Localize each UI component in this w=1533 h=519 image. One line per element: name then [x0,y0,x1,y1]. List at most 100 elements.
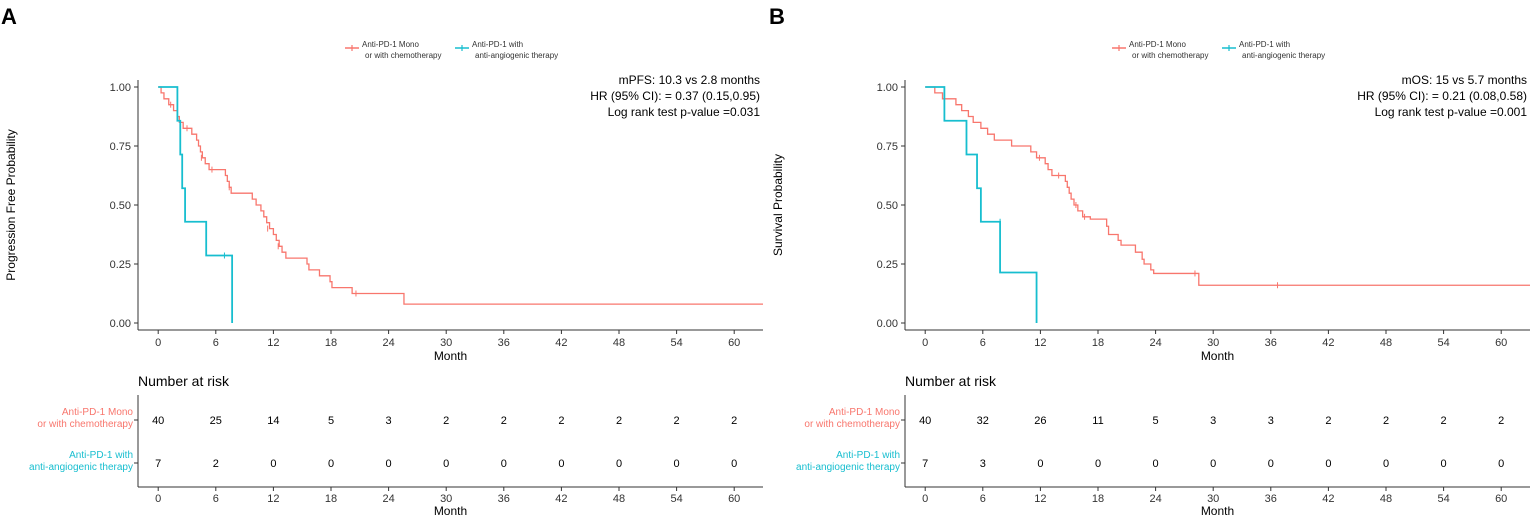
at-risk-count: 0 [1383,458,1389,470]
x-tick-label: 48 [613,337,625,349]
at-risk-count: 2 [616,415,622,427]
y-tick-label: 1.00 [110,82,131,94]
x-tick-label: 42 [1322,337,1334,349]
risk-x-tick-label: 48 [613,493,625,505]
at-risk-count: 0 [1095,458,1101,470]
risk-x-tick-label: 18 [1092,493,1104,505]
at-risk-count: 0 [731,458,737,470]
at-risk-count: 0 [328,458,334,470]
risk-x-tick-label: 6 [213,493,219,505]
risk-row-label-line2: anti-angiogenic therapy [796,462,900,473]
y-tick-label: 0.00 [110,318,131,330]
at-risk-count: 40 [919,415,931,427]
at-risk-count: 3 [1268,415,1274,427]
km-curve-series-1 [158,86,763,305]
at-risk-count: 40 [152,415,164,427]
y-axis-label: Survival Probability [771,154,785,256]
at-risk-count: 2 [213,458,219,470]
risk-x-tick-label: 12 [267,493,279,505]
at-risk-count: 0 [616,458,622,470]
legend-label-line1: Anti-PD-1 Mono [362,40,419,49]
at-risk-count: 0 [386,458,392,470]
at-risk-count: 0 [1498,458,1504,470]
at-risk-count: 0 [270,458,276,470]
x-tick-label: 48 [1380,337,1392,349]
x-tick-label: 54 [670,337,682,349]
x-tick-label: 60 [728,337,740,349]
y-axis-label: Progression Free Probability [4,129,18,280]
at-risk-count: 0 [1268,458,1274,470]
stat-annotation: Log rank test p-value =0.031 [608,105,761,119]
at-risk-count: 11 [1092,415,1103,427]
stat-annotation: HR (95% CI): = 0.21 (0.08,0.58) [1357,89,1527,103]
km-curve-series-2 [158,86,234,323]
at-risk-count: 25 [210,415,222,427]
y-tick-label: 0.75 [110,141,131,153]
at-risk-count: 0 [1037,458,1043,470]
y-tick-label: 0.25 [110,259,131,271]
legend-label-line2: anti-angiogenic therapy [475,51,558,60]
risk-row-label-line2: or with chemotherapy [804,419,900,430]
risk-row-label-line1: Anti-PD-1 with [69,450,133,461]
at-risk-count: 7 [155,458,161,470]
at-risk-count: 0 [443,458,449,470]
x-tick-label: 6 [980,337,986,349]
x-tick-label: 18 [1092,337,1104,349]
x-tick-label: 0 [155,337,161,349]
risk-row-label-line2: or with chemotherapy [37,419,133,430]
panel-label: A [1,4,17,29]
risk-x-tick-label: 36 [498,493,510,505]
stat-annotation: HR (95% CI): = 0.37 (0.15,0.95) [590,89,760,103]
x-axis-label: Month [1201,349,1234,363]
at-risk-count: 3 [386,415,392,427]
at-risk-count: 2 [1325,415,1331,427]
risk-x-tick-label: 48 [1380,493,1392,505]
risk-x-tick-label: 42 [1322,493,1334,505]
risk-x-tick-label: 30 [440,493,452,505]
x-tick-label: 30 [440,337,452,349]
legend-label-line1: Anti-PD-1 with [1239,40,1290,49]
y-tick-label: 0.25 [877,259,898,271]
risk-x-tick-label: 42 [555,493,567,505]
risk-x-tick-label: 36 [1265,493,1277,505]
risk-x-tick-label: 54 [670,493,682,505]
at-risk-count: 26 [1034,415,1046,427]
at-risk-count: 5 [328,415,334,427]
y-tick-label: 0.50 [877,200,898,212]
x-tick-label: 54 [1437,337,1449,349]
at-risk-count: 3 [980,458,986,470]
risk-x-tick-label: 24 [382,493,394,505]
risk-row-label-line2: anti-angiogenic therapy [29,462,133,473]
legend: Anti-PD-1 Mono or with chemotherapy Anti-P… [345,40,558,60]
risk-row-label-line1: Anti-PD-1 Mono [62,407,134,418]
stat-annotation: mOS: 15 vs 5.7 months [1402,73,1527,87]
at-risk-count: 2 [1383,415,1389,427]
risk-x-axis-label: Month [434,504,467,518]
km-curve-series-2 [925,86,1038,323]
at-risk-count: 0 [674,458,680,470]
risk-x-tick-label: 54 [1437,493,1449,505]
risk-x-axis-label: Month [1201,504,1234,518]
legend-label-line1: Anti-PD-1 Mono [1129,40,1186,49]
at-risk-count: 2 [443,415,449,427]
x-tick-label: 24 [1149,337,1161,349]
at-risk-count: 14 [267,415,279,427]
at-risk-count: 0 [1441,458,1447,470]
at-risk-count: 2 [674,415,680,427]
at-risk-count: 7 [922,458,928,470]
risk-x-tick-label: 6 [980,493,986,505]
stat-annotation: mPFS: 10.3 vs 2.8 months [619,73,760,87]
x-tick-label: 24 [382,337,394,349]
at-risk-count: 32 [977,415,989,427]
x-tick-label: 12 [1034,337,1046,349]
risk-x-tick-label: 30 [1207,493,1219,505]
x-tick-label: 18 [325,337,337,349]
risk-row-label-line1: Anti-PD-1 Mono [829,407,901,418]
at-risk-count: 2 [1441,415,1447,427]
x-tick-label: 60 [1495,337,1507,349]
risk-x-tick-label: 18 [325,493,337,505]
x-tick-label: 12 [267,337,279,349]
x-tick-label: 36 [1265,337,1277,349]
